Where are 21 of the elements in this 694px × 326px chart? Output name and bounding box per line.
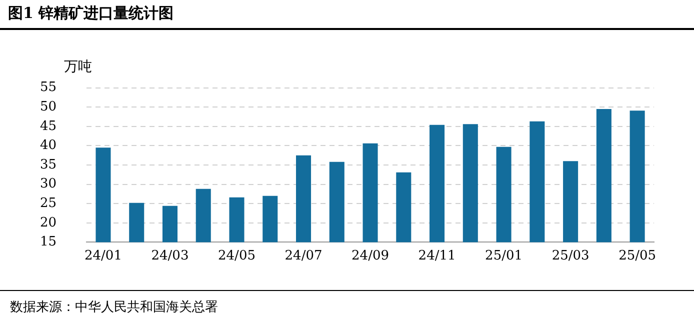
x-tick-label: 24/07 xyxy=(284,248,322,264)
x-tick-label: 25/01 xyxy=(485,248,523,264)
y-tick-label: 45 xyxy=(40,118,57,134)
y-tick-label: 25 xyxy=(40,196,57,211)
y-tick-label: 15 xyxy=(40,234,57,250)
y-tick-label: 40 xyxy=(40,138,57,154)
y-tick-label: 30 xyxy=(40,176,57,192)
y-tick-label: 35 xyxy=(40,157,57,172)
y-tick-label: 20 xyxy=(40,215,57,230)
source-note: 数据来源：中华人民共和国海关总署 xyxy=(10,299,218,316)
x-tick-label: 24/01 xyxy=(84,248,122,264)
x-tick-label: 25/05 xyxy=(618,248,656,264)
y-axis-title: 万吨 xyxy=(64,58,92,76)
chart-title: 图1 锌精矿进口量统计图 xyxy=(8,4,174,23)
x-tick-label: 25/03 xyxy=(552,248,590,264)
y-tick-label: 55 xyxy=(40,80,57,96)
y-tick-label: 50 xyxy=(40,99,57,114)
x-tick-label: 24/11 xyxy=(418,248,456,264)
x-tick-label: 24/09 xyxy=(352,248,390,264)
x-tick-label: 24/05 xyxy=(218,248,256,264)
x-tick-label: 24/03 xyxy=(151,248,189,264)
